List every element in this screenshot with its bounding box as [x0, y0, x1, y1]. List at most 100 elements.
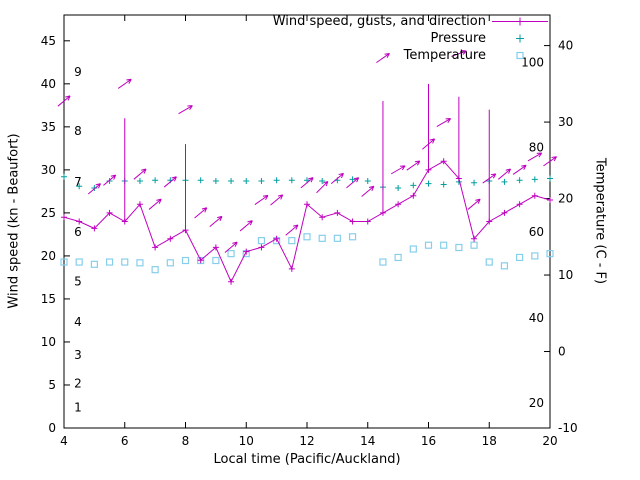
wind-direction-arrow	[178, 105, 193, 115]
x-tick-label: 18	[482, 434, 497, 448]
wind-point	[531, 192, 538, 199]
wind-direction-arrow	[467, 198, 481, 210]
wind-point	[288, 265, 295, 272]
wind-point	[167, 235, 174, 242]
temperature-point	[440, 241, 448, 249]
pressure-point	[364, 178, 371, 185]
legend-plus	[516, 17, 524, 26]
pressure-point	[288, 177, 295, 184]
wind-direction-arrow	[482, 173, 497, 184]
legend-entry-wind: Wind speed, gusts, and direction	[273, 13, 548, 30]
wind-point	[349, 218, 356, 225]
temperature-point	[470, 241, 478, 249]
beaufort-scale-label: 1	[74, 400, 82, 414]
temperature-point	[318, 234, 326, 242]
y-left-tick-label: 40	[41, 77, 56, 91]
wind-point	[106, 209, 113, 216]
wind-direction-arrow	[224, 241, 238, 253]
pressure-point	[471, 179, 478, 186]
temperature-point	[288, 237, 296, 245]
wind-direction-arrow	[117, 78, 132, 89]
wind-point	[91, 225, 98, 232]
legend-square	[516, 51, 524, 60]
wind-direction-arrow	[512, 164, 527, 175]
pressure-point	[136, 178, 143, 185]
x-tick-label: 10	[239, 434, 254, 448]
wind-point	[395, 201, 402, 208]
temperature-point	[75, 258, 83, 266]
wind-direction-arrow	[103, 174, 117, 186]
wind-point	[547, 196, 553, 203]
wind-direction-arrow	[194, 207, 208, 219]
beaufort-scale-label: 3	[74, 348, 82, 362]
wind-point	[455, 175, 462, 182]
wind-direction-arrow	[361, 185, 375, 197]
pressure-point	[91, 184, 98, 191]
y-left-tick-label: 5	[48, 378, 56, 392]
pressure-point	[425, 180, 432, 187]
wind-direction-arrow	[376, 52, 390, 64]
pressure-point	[319, 178, 326, 185]
legend: Wind speed, gusts, and direction Pressur…	[273, 13, 548, 64]
wind-point	[471, 235, 478, 242]
pressure-point	[228, 178, 235, 185]
beaufort-scale-label: 6	[74, 225, 82, 239]
pressure-point	[197, 177, 204, 184]
y-right-tick-label: 0	[558, 345, 566, 359]
legend-label-pressure: Pressure	[430, 31, 486, 46]
pressure-point	[440, 181, 447, 188]
temperature-point	[105, 258, 114, 266]
wind-point	[486, 218, 493, 225]
beaufort-scale-label: 5	[74, 275, 82, 289]
pressure-point	[212, 178, 219, 185]
fahrenheit-scale-label: 80	[529, 140, 544, 154]
temperature-point	[424, 241, 433, 249]
beaufort-scale-label: 8	[74, 124, 82, 138]
wind-point	[364, 218, 371, 225]
y-left-tick-label: 30	[41, 163, 56, 177]
wind-point	[197, 257, 204, 264]
wind-point	[319, 214, 326, 221]
temperature-point	[303, 233, 311, 241]
wind-point	[410, 192, 417, 199]
temperature-point	[500, 262, 509, 270]
y-left-tick-label: 45	[41, 34, 56, 48]
y-left-tick-label: 35	[41, 120, 56, 134]
wind-direction-arrow	[87, 183, 101, 195]
fahrenheit-scale-label: 100	[521, 55, 544, 69]
wind-point	[121, 218, 128, 225]
wind-point	[76, 218, 83, 225]
wind-point	[152, 244, 159, 251]
wind-direction-arrow	[316, 180, 329, 194]
temperature-point	[136, 259, 144, 267]
legend-entry-pressure: Pressure	[273, 30, 548, 47]
temperature-point	[60, 258, 68, 266]
wind-point	[516, 201, 523, 208]
temperature-point	[394, 253, 402, 262]
temperature-point	[90, 260, 98, 268]
wind-direction-arrow	[390, 165, 406, 175]
legend-label-wind: Wind speed, gusts, and direction	[272, 14, 486, 29]
wind-direction-arrow	[436, 118, 452, 127]
pressure-point	[61, 173, 67, 180]
temperature-point	[455, 243, 463, 252]
pressure-point	[410, 182, 417, 189]
wind-direction-arrow	[422, 138, 436, 150]
pressure-point	[547, 175, 553, 182]
pressure-point	[258, 178, 265, 185]
y-left-tick-label: 0	[48, 421, 56, 435]
temperature-point	[348, 233, 357, 241]
x-axis-title: Local time (Pacific/Auckland)	[213, 452, 401, 467]
temperature-square-marker-icon	[492, 49, 548, 62]
wind-direction-arrow	[406, 160, 421, 171]
y-left-tick-label: 20	[41, 249, 56, 263]
pressure-point	[501, 178, 508, 185]
wind-direction-arrow	[285, 224, 299, 236]
x-tick-label: 8	[182, 434, 190, 448]
x-tick-label: 12	[299, 434, 314, 448]
y-left-tick-label: 25	[41, 206, 56, 220]
wind-point	[440, 158, 447, 165]
temperature-point	[516, 253, 524, 262]
y-right-tick-label: 30	[558, 115, 573, 129]
